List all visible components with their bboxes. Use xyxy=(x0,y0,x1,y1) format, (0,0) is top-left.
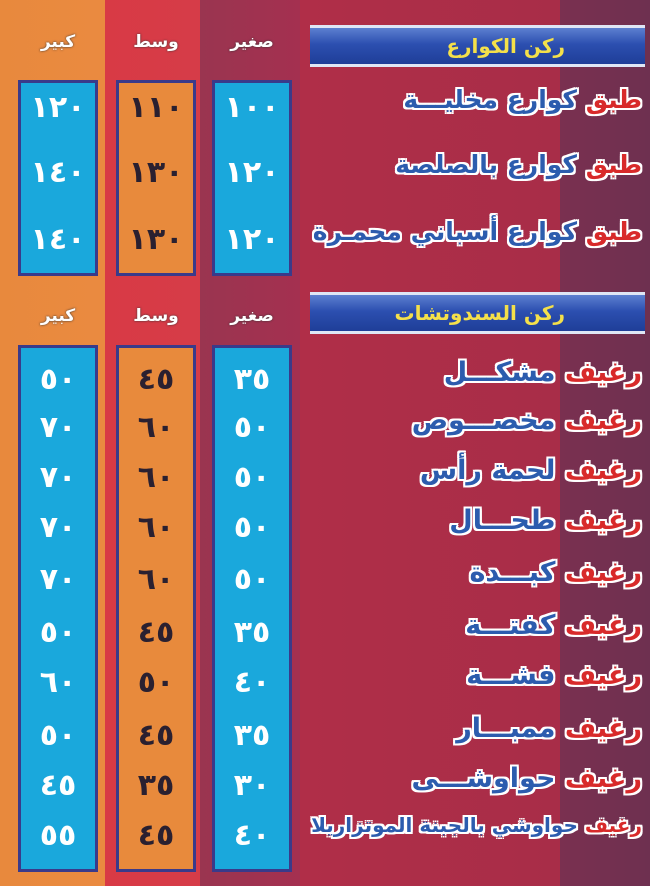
item-name: ممبـــار xyxy=(456,713,556,744)
price-large: ٥٠ xyxy=(39,362,77,397)
menu-item: رغيف طحـــال xyxy=(449,505,642,536)
price-small: ٥٠ xyxy=(233,410,271,445)
column-header-large: كبير xyxy=(40,306,76,326)
item-prefix: طبق xyxy=(585,150,642,179)
price-small: ٣٠ xyxy=(233,768,271,803)
price-column-small: ٣٥ ٥٠ ٥٠ ٥٠ ٥٠ ٣٥ ٤٠ ٣٥ ٣٠ ٤٠ xyxy=(212,345,292,872)
price-large: ١٢٠ xyxy=(30,90,86,125)
price-large: ٧٠ xyxy=(39,510,77,545)
price-column-medium: ١١٠ ١٣٠ ١٣٠ xyxy=(116,80,196,276)
price-medium: ٤٥ xyxy=(137,818,175,853)
item-name: حواوشـــى xyxy=(411,763,556,794)
item-prefix: رغيف xyxy=(564,763,642,794)
item-prefix: رغيف xyxy=(564,713,642,744)
item-prefix: رغيف xyxy=(584,813,642,837)
menu-item: طبق كوارع مخليـــة xyxy=(403,85,642,114)
column-header-small: صغير xyxy=(230,32,274,52)
price-medium: ١١٠ xyxy=(128,90,184,125)
price-large: ٥٥ xyxy=(39,818,77,853)
item-prefix: رغيف xyxy=(564,557,642,588)
price-small: ٣٥ xyxy=(233,362,271,397)
price-column-medium: ٤٥ ٦٠ ٦٠ ٦٠ ٦٠ ٤٥ ٥٠ ٤٥ ٣٥ ٤٥ xyxy=(116,345,196,872)
price-small: ٥٠ xyxy=(233,562,271,597)
price-column-large: ١٢٠ ١٤٠ ١٤٠ xyxy=(18,80,98,276)
item-name: كوارع بالصلصة xyxy=(395,150,577,179)
menu-item: رغيف مخصـــوص xyxy=(412,405,642,436)
section-banner-sandwiches: ركن السندوتشات xyxy=(310,292,645,334)
item-prefix: رغيف xyxy=(564,455,642,486)
item-prefix: طبق xyxy=(585,85,642,114)
price-medium: ٤٥ xyxy=(137,718,175,753)
price-large: ٧٠ xyxy=(39,410,77,445)
price-column-large: ٥٠ ٧٠ ٧٠ ٧٠ ٧٠ ٥٠ ٦٠ ٥٠ ٤٥ ٥٥ xyxy=(18,345,98,872)
price-large: ٦٠ xyxy=(39,665,77,700)
menu-item: طبق كوارع أسباني محمـرة xyxy=(313,217,642,246)
menu-item: رغيف حواوشي بالجبنة الموتزاريلا xyxy=(311,813,642,837)
price-medium: ٤٥ xyxy=(137,615,175,650)
price-small: ٣٥ xyxy=(233,718,271,753)
menu-item: طبق كوارع بالصلصة xyxy=(395,150,642,179)
item-name: كبـــدة xyxy=(469,557,556,588)
item-prefix: رغيف xyxy=(564,357,642,388)
price-medium: ٣٥ xyxy=(137,768,175,803)
menu-item: رغيف لحمة رأس xyxy=(420,455,642,486)
column-header-small: صغير xyxy=(230,306,274,326)
item-prefix: طبق xyxy=(585,217,642,246)
price-large: ٥٠ xyxy=(39,718,77,753)
price-medium: ١٣٠ xyxy=(128,155,184,190)
price-large: ١٤٠ xyxy=(30,155,86,190)
item-name: مشكـــل xyxy=(443,357,556,388)
item-name: حواوشي بالجبنة الموتزاريلا xyxy=(311,813,578,837)
price-large: ٧٠ xyxy=(39,460,77,495)
column-header-large: كبير xyxy=(40,32,76,52)
price-medium: ٦٠ xyxy=(137,460,175,495)
menu-item: رغيف كبـــدة xyxy=(469,557,642,588)
item-name: فشـــة xyxy=(466,660,556,691)
item-name: لحمة رأس xyxy=(419,455,556,486)
item-name: طحـــال xyxy=(449,505,556,536)
item-name: مخصـــوص xyxy=(411,405,556,436)
price-medium: ٦٠ xyxy=(137,562,175,597)
item-prefix: رغيف xyxy=(564,505,642,536)
price-small: ١٠٠ xyxy=(224,90,280,125)
price-medium: ٥٠ xyxy=(137,665,175,700)
price-large: ٥٠ xyxy=(39,615,77,650)
menu-item: رغيف كفتـــة xyxy=(465,610,642,641)
item-prefix: رغيف xyxy=(564,610,642,641)
price-large: ٤٥ xyxy=(39,768,77,803)
price-column-small: ١٠٠ ١٢٠ ١٢٠ xyxy=(212,80,292,276)
menu-item: رغيف ممبـــار xyxy=(456,713,642,744)
price-large: ١٤٠ xyxy=(30,222,86,257)
price-medium: ٤٥ xyxy=(137,362,175,397)
menu-item: رغيف مشكـــل xyxy=(444,357,642,388)
menu-item: رغيف فشـــة xyxy=(466,660,642,691)
price-small: ١٢٠ xyxy=(224,222,280,257)
price-small: ٥٠ xyxy=(233,510,271,545)
section-banner-kawareh: ركن الكوارع xyxy=(310,25,645,67)
price-medium: ٦٠ xyxy=(137,410,175,445)
price-small: ٣٥ xyxy=(233,615,271,650)
item-name: كوارع أسباني محمـرة xyxy=(312,217,577,246)
item-prefix: رغيف xyxy=(564,405,642,436)
price-large: ٧٠ xyxy=(39,562,77,597)
column-header-medium: وسط xyxy=(133,306,179,326)
menu-item: رغيف حواوشـــى xyxy=(411,763,642,794)
item-prefix: رغيف xyxy=(564,660,642,691)
column-header-medium: وسط xyxy=(133,32,179,52)
price-small: ١٢٠ xyxy=(224,155,280,190)
price-medium: ١٣٠ xyxy=(128,222,184,257)
price-small: ٥٠ xyxy=(233,460,271,495)
item-name: كفتـــة xyxy=(465,610,556,641)
item-name: كوارع مخليـــة xyxy=(403,85,577,114)
price-small: ٤٠ xyxy=(233,818,271,853)
price-medium: ٦٠ xyxy=(137,510,175,545)
price-small: ٤٠ xyxy=(233,665,271,700)
